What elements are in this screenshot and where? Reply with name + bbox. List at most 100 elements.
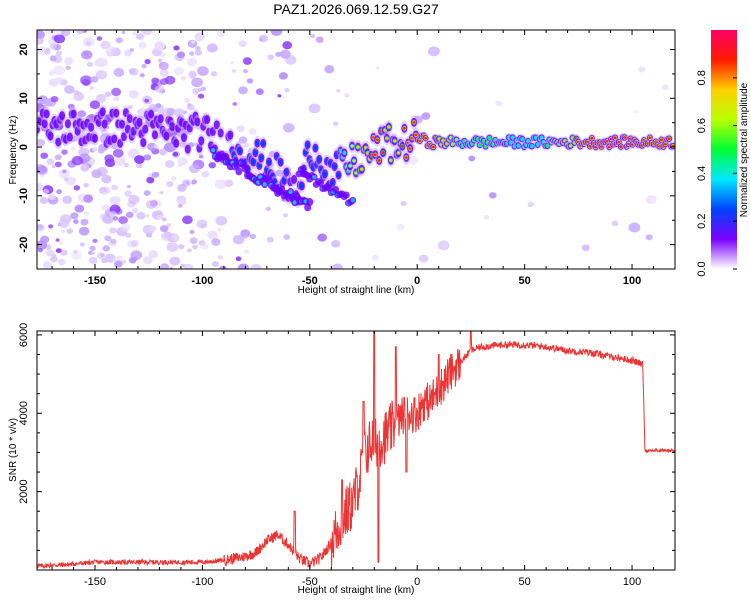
noise-blob <box>50 95 59 103</box>
ridge-body <box>163 131 170 141</box>
noise-blob <box>177 184 187 192</box>
noise-blob <box>188 51 195 56</box>
noise-blob <box>111 258 117 263</box>
noise-blob <box>145 200 157 210</box>
noise-blob <box>53 30 65 36</box>
noise-blob <box>55 238 60 242</box>
ridge-peak <box>408 147 412 150</box>
noise-blob <box>43 188 50 194</box>
noise-blob <box>336 89 341 93</box>
ridge-peak <box>648 136 652 139</box>
branch-core <box>211 148 216 153</box>
noise-blob <box>95 57 108 68</box>
snr-frame <box>36 330 676 571</box>
noise-blob <box>129 48 134 52</box>
branch-core <box>262 182 267 187</box>
noise-blob <box>194 32 206 42</box>
noise-blob <box>81 50 93 60</box>
noise-blob <box>74 204 85 213</box>
ridge-core <box>267 159 271 165</box>
ridge-peak <box>385 136 389 140</box>
ridge-core <box>238 148 242 154</box>
noise-blob <box>169 256 181 266</box>
noise-blob <box>56 189 62 195</box>
ridge-peak <box>404 156 408 159</box>
noise-blob <box>189 237 198 245</box>
spectrogram-x-tick-label: -100 <box>191 275 213 287</box>
noise-blob <box>128 257 137 264</box>
noise-blob <box>243 69 248 74</box>
noise-blob <box>45 48 51 52</box>
spectrogram-y-ticks: -20 -10 0 10 20 <box>18 43 675 270</box>
noise-blob <box>58 168 70 179</box>
noise-blob <box>51 164 56 169</box>
noise-blob <box>125 232 132 238</box>
noise-blob <box>143 190 151 196</box>
noise-blob <box>166 181 174 188</box>
noise-blob <box>99 213 107 220</box>
noise-blob <box>79 242 85 247</box>
noise-blob <box>324 65 335 74</box>
noise-blob <box>130 240 139 247</box>
ridge-core <box>255 140 260 146</box>
ridge-body <box>88 122 95 132</box>
noise-blob <box>50 55 55 59</box>
noise-blob <box>151 171 160 178</box>
noise-blob <box>581 244 590 252</box>
snr-x-tick-label: -50 <box>302 576 318 588</box>
noise-blob <box>118 216 128 225</box>
ridge-body <box>66 132 73 142</box>
noise-blob <box>177 197 187 206</box>
noise-blob <box>178 204 183 208</box>
noise-blob <box>77 110 87 118</box>
noise-blob <box>37 36 44 45</box>
branch-blob <box>342 191 350 199</box>
noise-blob <box>191 77 203 88</box>
ridge-peak <box>613 136 617 139</box>
noise-blob <box>86 61 93 67</box>
snr-series <box>37 331 675 570</box>
ridge-peak <box>478 143 482 147</box>
ridge-core <box>529 144 534 149</box>
noise-blob <box>120 222 131 232</box>
noise-blob <box>231 69 237 73</box>
noise-blob <box>113 96 120 102</box>
noise-blob <box>275 169 284 177</box>
ridge-peak <box>400 144 404 148</box>
noise-blob <box>230 61 235 65</box>
ridge-peak <box>590 136 594 140</box>
noise-blob <box>483 215 490 220</box>
ridge-core <box>336 172 341 178</box>
ridge-peak <box>619 145 623 148</box>
noise-blob <box>186 103 195 111</box>
snr-x-label: Height of straight line (km) <box>298 585 415 596</box>
noise-blob <box>37 248 43 253</box>
noise-blob <box>195 46 201 51</box>
noise-blob <box>129 67 139 76</box>
noise-blob <box>308 103 321 114</box>
noise-blob <box>55 50 63 56</box>
noise-blob <box>217 228 222 232</box>
noise-blob <box>134 155 145 164</box>
noise-blob <box>468 155 476 162</box>
noise-blob <box>66 228 74 234</box>
ridge-body <box>204 115 211 125</box>
noise-blob <box>495 100 503 107</box>
noise-blob <box>83 194 94 203</box>
noise-blob <box>141 64 147 69</box>
noise-blob <box>189 229 195 235</box>
spectrogram-y-tick-label: 0 <box>18 144 30 150</box>
noise-blob <box>54 154 62 161</box>
noise-blob <box>488 192 497 199</box>
noise-blob <box>400 201 407 207</box>
branch-core <box>350 198 355 203</box>
noise-blob <box>148 250 158 259</box>
noise-blob <box>166 223 172 228</box>
noise-blob <box>89 245 96 251</box>
snr-x-ticks: -150 -100 -50 0 50 100 <box>51 331 676 588</box>
snr-x-tick-label: 0 <box>414 576 420 588</box>
noise-blob <box>282 41 293 50</box>
noise-blob <box>115 37 123 44</box>
noise-blob <box>47 193 56 201</box>
colorbar: 0.0 0.2 0.4 0.6 0.8 Normalized spectral ampl… <box>696 30 750 277</box>
